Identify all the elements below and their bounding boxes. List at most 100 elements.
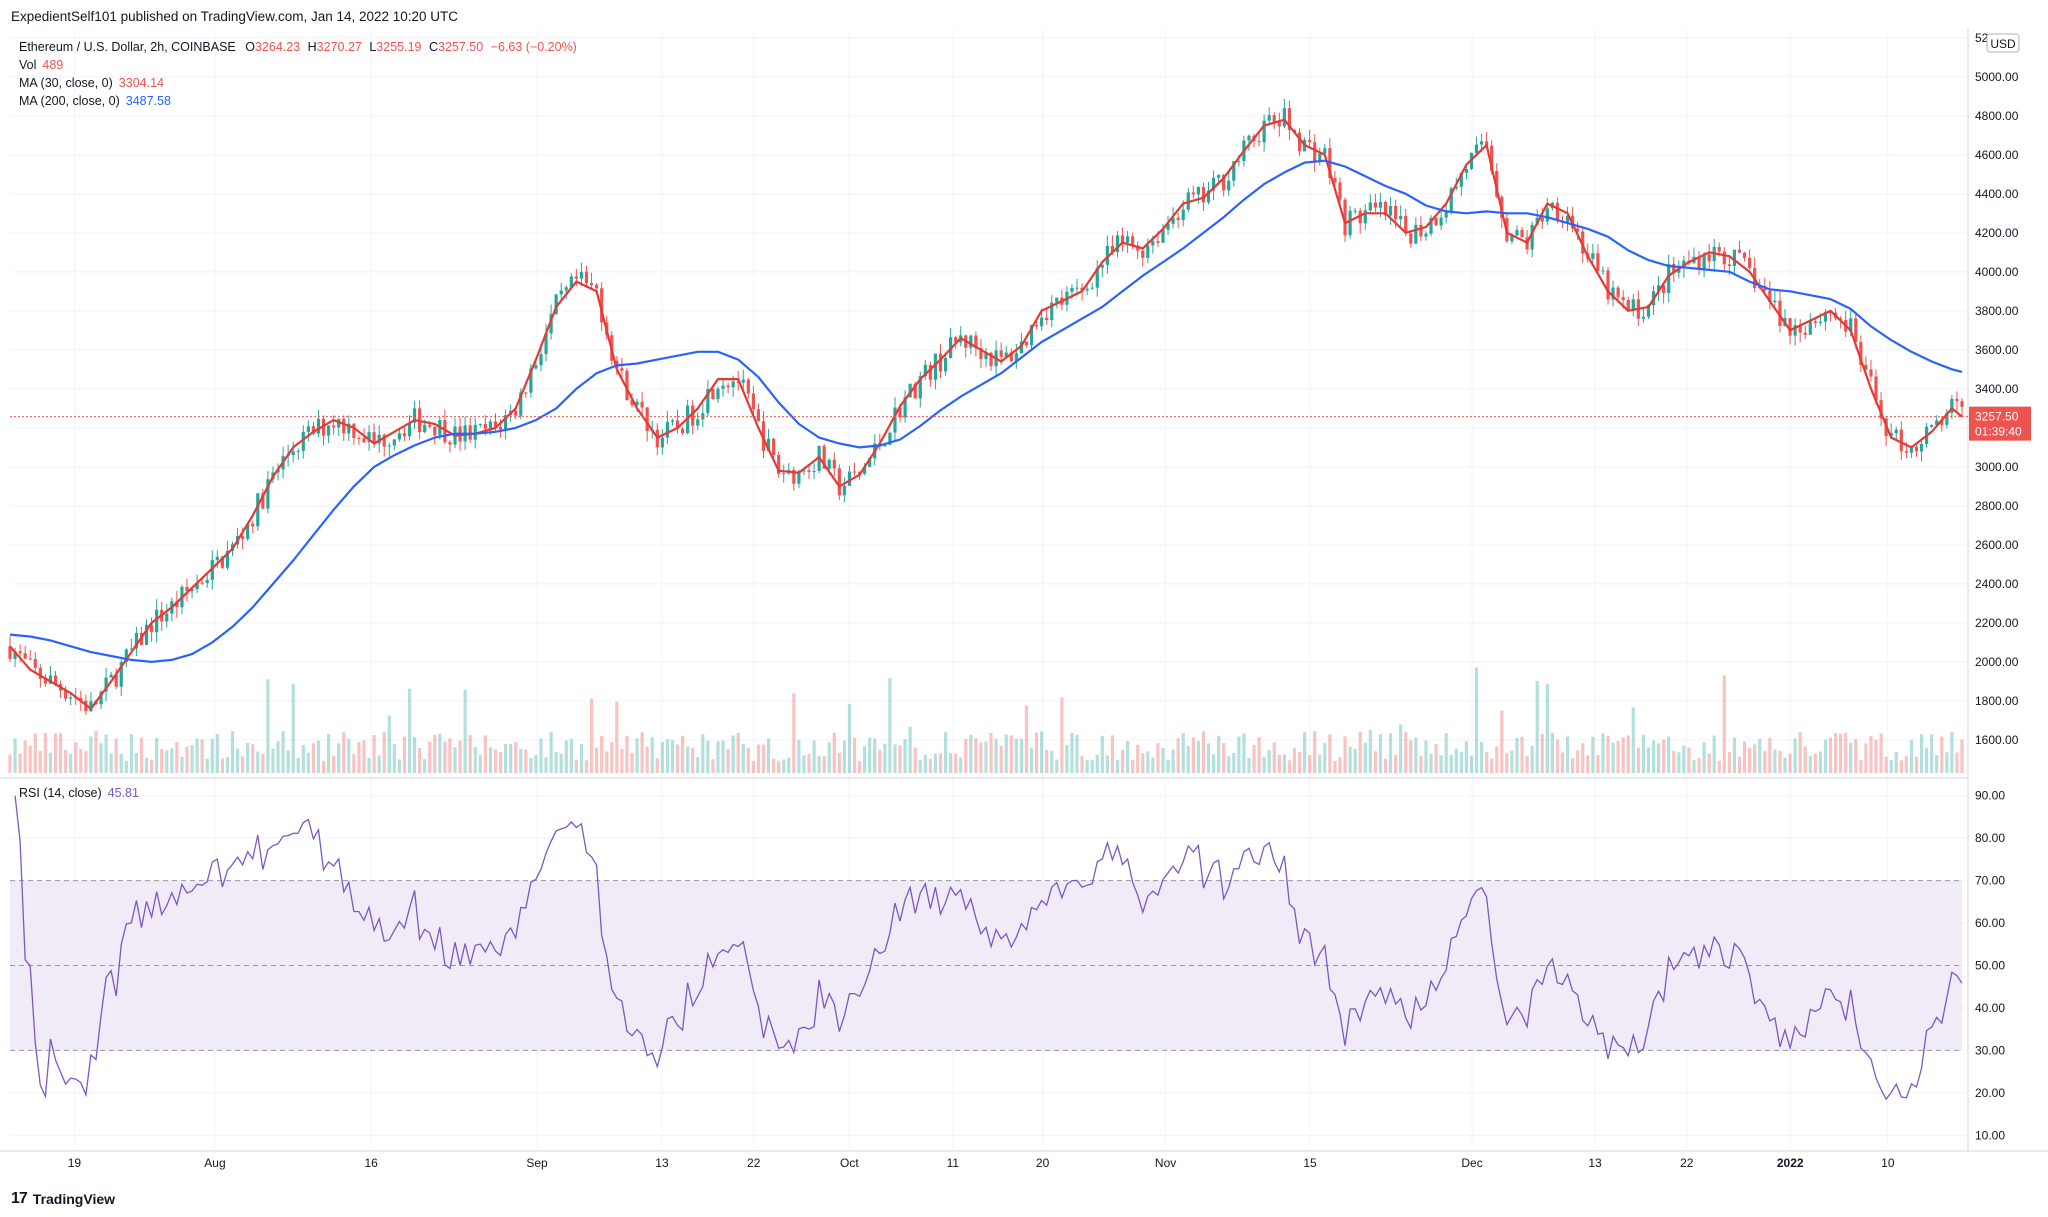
candle-body <box>347 423 351 434</box>
candle-body <box>827 459 831 469</box>
volume-bar <box>1156 743 1160 773</box>
volume-bar <box>1444 733 1448 773</box>
volume-bar <box>1161 747 1165 773</box>
candle-body <box>326 425 331 436</box>
candle-body <box>1019 341 1023 354</box>
candle-body <box>443 420 447 443</box>
candle-body <box>1732 249 1737 267</box>
last-price-badge-bg <box>1969 406 2031 441</box>
candle-body <box>1095 267 1099 288</box>
rsi-legend[interactable]: RSI (14, close) 45.81 <box>19 786 139 800</box>
candle-body <box>1444 212 1448 218</box>
candle-body <box>367 432 371 443</box>
candle-body <box>261 493 265 509</box>
candle-body <box>1889 433 1893 437</box>
volume-bar <box>1945 752 1949 773</box>
volume-bar <box>1864 743 1868 773</box>
candle-body <box>342 418 346 434</box>
volume-bar <box>1576 750 1580 773</box>
volume-bar <box>1813 753 1817 773</box>
candle-body <box>1727 264 1731 267</box>
candle-body <box>726 385 730 388</box>
volume-bar <box>1328 734 1332 773</box>
volume-bar <box>680 735 685 773</box>
volume-bar <box>1227 756 1231 773</box>
candle-body <box>38 667 42 679</box>
tradingview-brand[interactable]: 17 TradingView <box>11 1190 115 1208</box>
candle-body <box>1565 215 1570 223</box>
volume-bar <box>362 740 366 773</box>
volume-bar <box>1606 735 1610 773</box>
volume-legend[interactable]: Vol 489 <box>19 58 63 72</box>
candle-body <box>104 677 108 692</box>
volume-bar <box>539 738 543 773</box>
currency-label: USD <box>1990 37 2016 51</box>
volume-bar <box>1763 751 1767 773</box>
candle-body <box>1778 300 1782 326</box>
volume-bar <box>1171 749 1175 773</box>
volume-bar <box>1960 739 1964 773</box>
candle-body <box>928 364 932 380</box>
volume-bar <box>407 688 412 773</box>
candle-body <box>1024 341 1029 346</box>
volume-bar <box>155 738 159 773</box>
volume-bar <box>1009 735 1013 773</box>
price-tick-label: 4600.00 <box>1975 148 2019 162</box>
volume-bar <box>190 745 194 773</box>
time-tick-label: Sep <box>526 1156 548 1170</box>
candle-body <box>1606 270 1610 300</box>
candle-body <box>1702 254 1706 270</box>
candle-body <box>357 437 361 439</box>
volume-bar <box>686 746 690 773</box>
candle-body <box>1176 217 1180 220</box>
candle-body <box>1045 317 1049 321</box>
rsi-tick-label: 70.00 <box>1975 874 2005 888</box>
volume-bar <box>1601 733 1605 773</box>
candle-body <box>1272 115 1276 123</box>
candle-body <box>478 423 482 425</box>
candle-body <box>1454 186 1458 189</box>
volume-bar <box>857 760 862 773</box>
candle-body <box>1621 297 1625 301</box>
low-value: 3255.19 <box>376 40 422 54</box>
candle-body <box>1383 202 1388 216</box>
candle-body <box>524 392 528 394</box>
volume-bar <box>1692 759 1696 773</box>
candle-body <box>1930 424 1934 427</box>
candle-body <box>1353 210 1357 212</box>
volume-bar <box>1040 731 1044 773</box>
candle-body <box>989 352 993 367</box>
candle-body <box>1297 132 1302 152</box>
volume-bar <box>660 742 664 773</box>
volume-bar <box>448 738 452 773</box>
volume-bar <box>1363 742 1367 773</box>
volume-bar <box>488 747 493 773</box>
candle-body <box>1318 153 1322 162</box>
rsi-tick-label: 20.00 <box>1975 1086 2005 1100</box>
candle-body <box>483 423 487 429</box>
volume-bar <box>524 749 528 773</box>
rsi-tick-label: 50.00 <box>1975 959 2005 973</box>
candle-body <box>1348 210 1352 236</box>
volume-bar <box>271 748 275 773</box>
symbol-legend[interactable]: Ethereum / U.S. Dollar, 2h, COINBASE O32… <box>19 40 577 54</box>
ma30-legend[interactable]: MA (30, close, 0) 3304.14 <box>19 76 164 90</box>
ma200-legend[interactable]: MA (200, close, 0) 3487.58 <box>19 94 171 108</box>
volume-bar <box>1525 756 1529 773</box>
candle-body <box>1742 252 1747 258</box>
volume-bar <box>69 754 73 773</box>
volume-bar <box>18 753 22 773</box>
volume-bar <box>1206 743 1211 773</box>
volume-bar <box>701 734 705 773</box>
volume-value: 489 <box>42 58 64 72</box>
candle-body <box>680 428 685 434</box>
candle-body <box>868 458 872 468</box>
volume-bar <box>610 741 614 773</box>
candle-body <box>1601 270 1605 272</box>
ma200-value: 3487.58 <box>125 94 171 108</box>
volume-bar <box>706 740 710 773</box>
volume-bar <box>1722 675 1726 773</box>
volume-bar <box>933 753 938 773</box>
candle-body <box>1232 161 1236 181</box>
